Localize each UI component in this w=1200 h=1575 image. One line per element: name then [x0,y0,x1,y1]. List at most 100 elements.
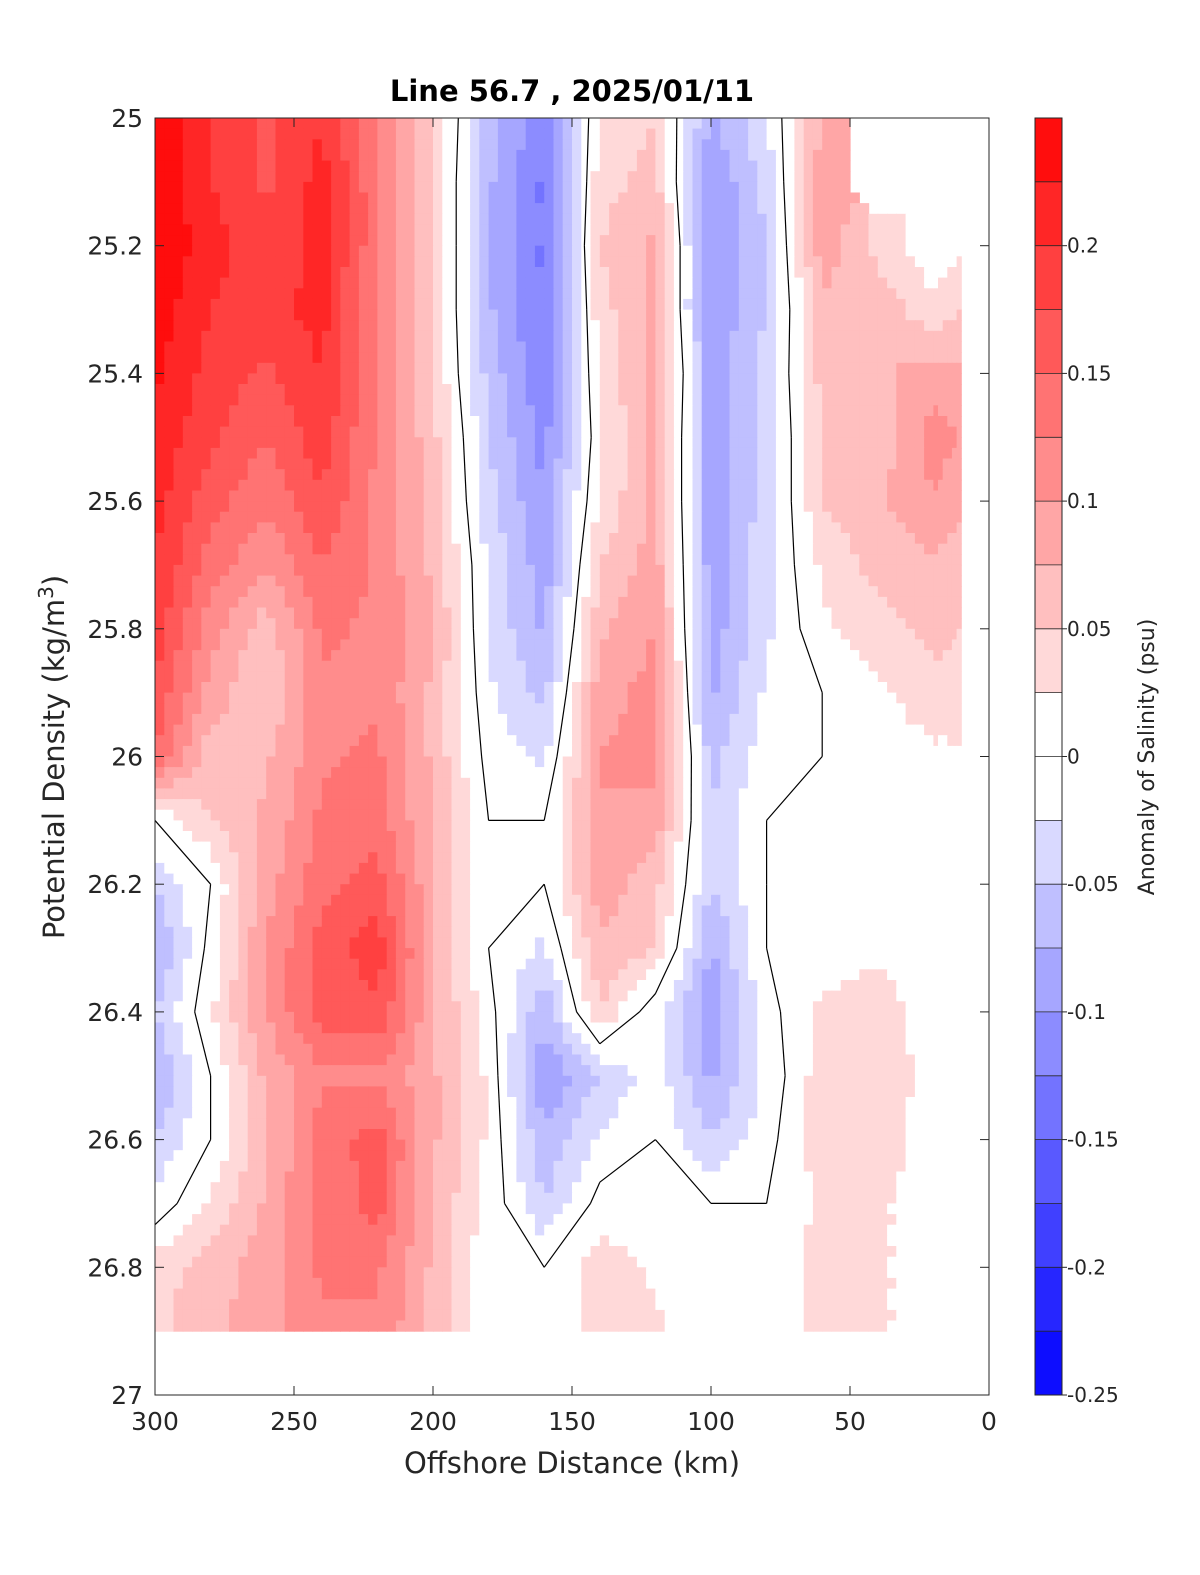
contour-cell [701,564,712,577]
contour-cell [646,628,656,640]
contour-cell [358,181,369,194]
contour-cell [553,692,564,704]
contour-cell [701,309,712,321]
contour-cell [692,479,703,491]
contour-cell [646,596,656,609]
contour-cell [395,564,406,577]
contour-cell [516,735,527,747]
contour-cell [775,256,786,268]
contour-cell [155,298,165,311]
contour-cell [812,373,823,385]
contour-cell [553,192,564,204]
contour-cell [562,660,573,672]
contour-cell [294,267,304,279]
contour-cell [516,564,527,577]
contour-cell [812,181,823,194]
contour-cell [729,203,740,215]
contour-cell [951,437,958,449]
contour-cell [488,203,499,215]
contour-cell [553,394,564,406]
contour-cell [553,639,564,651]
contour-cell [785,554,795,566]
contour-cell [525,522,536,534]
contour-cell [294,703,304,715]
contour-cell [219,405,230,417]
contour-cell [581,394,592,406]
contour-cell [646,224,656,236]
contour-cell [340,405,351,417]
contour-cell [488,139,499,151]
contour-cell [947,235,953,247]
contour-cell [201,192,212,204]
contour-cell [868,533,879,545]
contour-cell [377,341,388,353]
contour-cell [164,267,175,279]
contour-cell [664,426,675,438]
contour-cell [256,267,267,279]
contour-cell [256,522,267,534]
contour-cell [692,596,703,609]
contour-cell [479,511,490,523]
contour-cell [247,405,258,417]
contour-cell [331,586,341,598]
contour-cell [766,479,777,491]
contour-cell [414,724,425,736]
contour-cell [553,522,564,534]
contour-cell [238,352,249,364]
contour-cell [572,458,582,470]
contour-cell [942,607,948,619]
contour-cell [720,309,731,321]
contour-cell [655,682,666,694]
contour-cell [951,682,958,694]
contour-cell [349,384,360,396]
contour-cell [947,362,953,374]
contour-cell [673,362,684,374]
contour-cell [822,235,833,247]
contour-cell [822,213,833,225]
contour-cell [692,235,703,247]
contour-cell [711,660,721,672]
contour-cell [284,213,295,225]
contour-cell [423,607,434,619]
contour-cell [405,394,416,406]
contour-cell [766,384,777,396]
contour-cell [516,192,527,204]
contour-cell [312,118,323,130]
contour-cell [683,139,694,151]
contour-cell [349,288,360,300]
contour-cell [599,469,610,481]
contour-cell [618,458,629,470]
contour-cell [720,469,731,481]
contour-cell [859,245,870,257]
contour-cell [460,682,471,694]
contour-cell [562,564,573,577]
contour-cell [766,639,777,651]
contour-cell [256,639,267,651]
contour-cell [479,564,490,577]
contour-cell [581,533,592,545]
contour-cell [655,522,666,534]
contour-cell [581,447,592,460]
contour-cell [275,447,286,460]
contour-cell [525,564,536,577]
contour-cell [951,671,958,683]
contour-cell [757,267,768,279]
contour-cell [738,384,749,396]
contour-cell [423,713,434,726]
contour-cell [534,628,545,640]
contour-cell [229,564,239,577]
contour-cell [192,628,202,640]
contour-cell [729,298,740,311]
contour-cell [497,469,508,481]
contour-cell [525,501,536,513]
contour-cell [442,458,453,470]
contour-cell [266,213,277,225]
contour-cell [646,171,656,183]
contour-cell [192,341,202,353]
contour-cell [822,373,833,385]
contour-cell [525,235,536,247]
contour-cell [840,149,851,162]
contour-cell [636,501,647,513]
contour-cell [219,447,230,460]
contour-cell [794,416,805,428]
